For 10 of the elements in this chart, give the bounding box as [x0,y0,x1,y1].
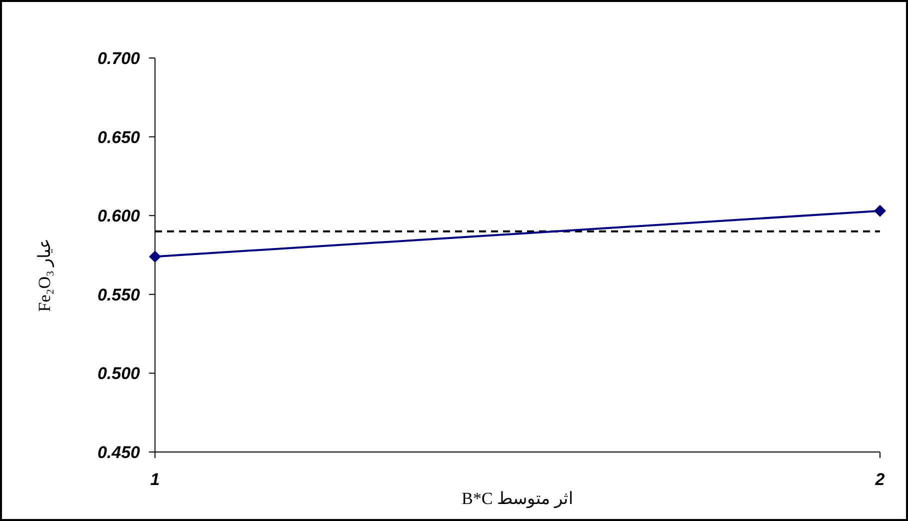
y-tick-label: 0.700 [97,49,141,68]
x-tick-label: 1 [150,470,160,489]
y-tick-label: 0.600 [97,206,141,226]
y-tick-label: 0.450 [97,443,141,462]
y-tick-label: 0.650 [97,128,141,147]
y-axis-title: عيار Fe₂O₃ [35,238,55,312]
y-tick-label: 0.500 [97,364,141,384]
x-axis-title: اثر متوسط B*C [462,489,574,509]
y-tick-label: 0.550 [97,285,141,304]
x-tick-label: 2 [874,470,886,489]
